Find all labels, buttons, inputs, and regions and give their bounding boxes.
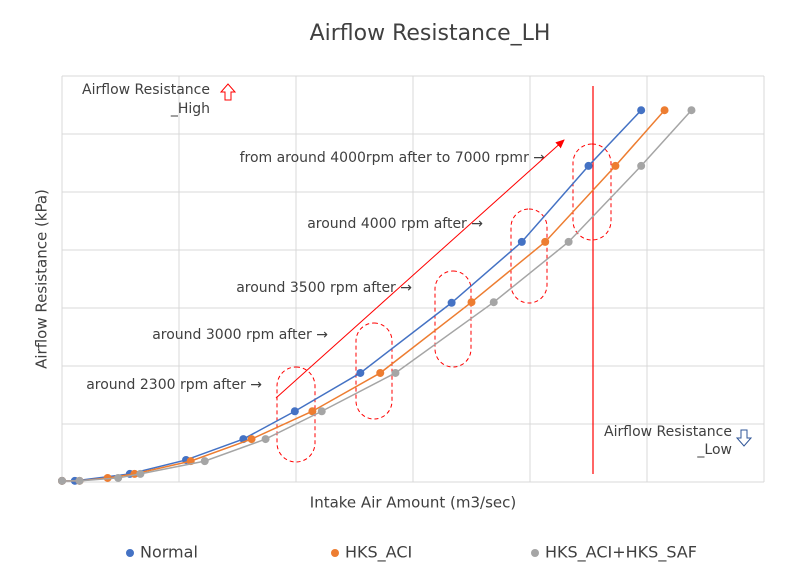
annotation: _High: [170, 101, 210, 117]
point: [114, 473, 123, 482]
point: [75, 476, 84, 485]
ellipse: [434, 270, 472, 368]
point: [136, 469, 145, 478]
trend-arrow: [275, 139, 565, 399]
point: [584, 161, 593, 170]
legend-marker: [126, 549, 134, 557]
point: [290, 407, 299, 416]
ellipse: [572, 143, 612, 241]
point: [376, 368, 385, 377]
legend-label: Normal: [140, 543, 198, 562]
point: [564, 237, 573, 246]
legend-label: HKS_ACI: [345, 543, 412, 563]
annotation: from around 4000rpm after to 7000 rpmr →: [240, 150, 546, 166]
point: [467, 298, 476, 307]
point: [317, 407, 326, 416]
plot: [58, 106, 696, 485]
point: [200, 457, 209, 466]
point: [611, 161, 620, 170]
point: [517, 237, 526, 246]
point: [489, 298, 498, 307]
legend-label: HKS_ACI+HKS_SAF: [545, 543, 697, 563]
point: [58, 476, 66, 485]
chart-title: Airflow Resistance_LH: [310, 21, 551, 46]
annotation: Airflow Resistance: [82, 82, 210, 98]
annotation: Airflow Resistance: [604, 424, 732, 440]
point: [391, 368, 400, 377]
point: [541, 237, 550, 246]
point: [308, 407, 317, 416]
point: [103, 473, 112, 482]
legend-marker: [331, 549, 339, 557]
grid: [61, 75, 765, 483]
x-axis-label: Intake Air Amount (m3/sec): [310, 494, 516, 512]
point: [247, 435, 256, 444]
annotation: around 4000 rpm after →: [307, 216, 483, 232]
point: [687, 106, 696, 115]
ellipse: [510, 208, 548, 304]
annotation: _Low: [696, 442, 732, 458]
point: [261, 435, 270, 444]
point: [447, 298, 456, 307]
point: [637, 106, 646, 115]
series-line: [62, 109, 693, 482]
annotation: around 3000 rpm after →: [152, 327, 328, 343]
high-icon: [219, 83, 237, 101]
low-icon: [735, 429, 753, 447]
legend-marker: [531, 549, 539, 557]
point: [660, 106, 669, 115]
point: [356, 368, 365, 377]
annotation: around 2300 rpm after →: [86, 377, 262, 393]
annotation: around 3500 rpm after →: [236, 280, 412, 296]
y-axis-label: Airflow Resistance (kPa): [33, 189, 51, 369]
legend: Normal HKS_ACI HKS_ACI+HKS_SAF: [126, 543, 697, 563]
point: [637, 161, 646, 170]
